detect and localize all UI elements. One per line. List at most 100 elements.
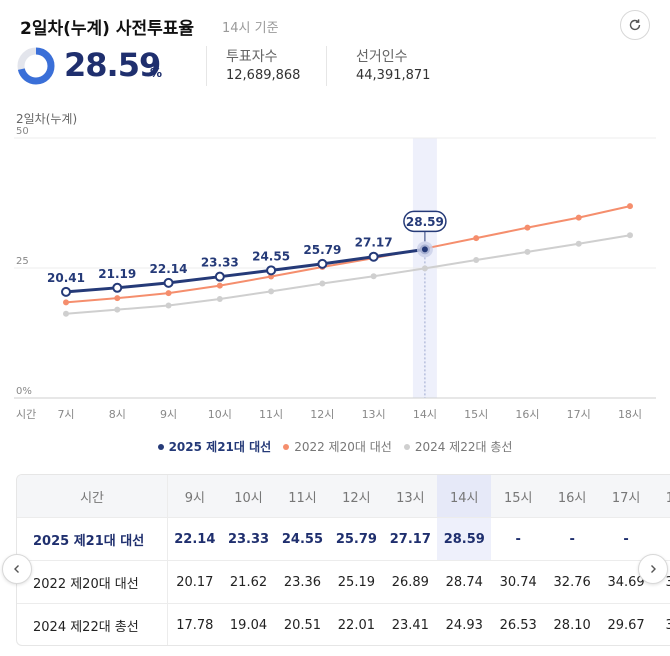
table-cell: 31.3 [653, 604, 670, 646]
data-label: 23.33 [201, 256, 239, 270]
data-point [63, 299, 69, 306]
x-tick-label: 11시 [259, 408, 283, 421]
table-cell: 27.17 [389, 531, 431, 547]
table-row: 2025 제21대 대선 22.14 23.33 24.55 25.79 27.17 28.… [17, 517, 670, 561]
x-tick-label: 14시 [413, 408, 437, 421]
table-column-header: 10시 [221, 475, 276, 518]
y-tick-label: 50 [16, 126, 29, 137]
x-tick-label: 13시 [362, 408, 386, 421]
x-axis-prefix: 시간 [16, 408, 36, 421]
tooltip-value: 28.59 [406, 215, 444, 229]
data-point [524, 248, 531, 255]
table-column-header: 18시 [653, 475, 670, 518]
header: 2일차(누계) 사전투표율 14시 기준 [16, 10, 654, 40]
data-point [114, 306, 121, 313]
table-column-header: 17시 [599, 475, 654, 518]
data-point [165, 302, 172, 309]
table-cell: 23.36 [283, 574, 322, 590]
votes-label: 투표자수 [226, 49, 278, 65]
data-label: 22.14 [150, 262, 188, 276]
table-cell: 23.33 [227, 531, 270, 547]
table-column-header: 12시 [329, 475, 384, 518]
data-point [627, 203, 633, 210]
data-point [319, 280, 326, 287]
x-tick-label: 15시 [464, 408, 488, 421]
data-point [473, 235, 480, 242]
chevron-right-icon [651, 565, 656, 573]
page-subtitle: 14시 기준 [222, 21, 279, 36]
legend-label: 2022 제20대 대선 [294, 440, 392, 454]
legend-item[interactable]: 2024 제22대 총선 [403, 438, 513, 455]
table-row-header: 2025 제21대 대선 [17, 517, 169, 561]
data-table: 시간9시10시11시12시13시14시15시16시17시18시 2025 제21… [16, 474, 670, 646]
table-cell: 25.19 [337, 574, 375, 590]
data-point [214, 271, 225, 282]
table-column-header: 11시 [275, 475, 330, 518]
chart-area: 2일차(누계) 0% 25 50 시간 7시 8시 9시 10시 11시 12시 13시 14시 15시… [0, 100, 670, 470]
chevron-left-icon [14, 565, 19, 573]
legend-item[interactable]: 2025 제21대 대선 [157, 438, 272, 455]
data-point [473, 257, 480, 264]
table-cell: 26.89 [391, 574, 429, 590]
table-corner-header: 시간 [17, 475, 169, 518]
table-cell: - [515, 531, 521, 547]
x-tick-label: 12시 [310, 408, 334, 421]
table-row-header: 2024 제22대 총선 [17, 603, 169, 645]
legend-swatch [283, 443, 290, 450]
data-label: 21.19 [98, 267, 136, 281]
table-cell: 21.62 [229, 574, 268, 590]
scroll-left-button[interactable] [2, 554, 32, 584]
table-column-header: 16시 [545, 475, 600, 518]
data-point [368, 251, 379, 262]
legend-label: 2024 제22대 총선 [414, 440, 513, 454]
legend-label: 2025 제21대 대선 [168, 440, 272, 454]
table-cell: 28.59 [437, 517, 492, 561]
table-cell: 22.14 [174, 531, 216, 547]
table-cell: 23.41 [391, 617, 429, 633]
scroll-right-button[interactable] [638, 554, 668, 584]
data-label: 27.17 [355, 236, 393, 250]
table-cell: 28.74 [445, 574, 483, 590]
table-row: 2022 제20대 대선 20.17 21.62 23.36 25.19 26.89 28.… [17, 560, 670, 604]
line-chart: 0% 25 50 시간 7시 8시 9시 10시 11시 12시 13시 14시 15시 16시 17시 18… [14, 126, 656, 421]
legend-swatch [403, 443, 410, 450]
table-cell: 19.04 [229, 617, 268, 633]
data-point [63, 310, 69, 317]
refresh-icon [629, 19, 641, 31]
data-point [61, 286, 71, 297]
table-cell: 25.79 [335, 531, 377, 547]
table-cell: 28.10 [553, 617, 591, 633]
rate-donut [17, 47, 55, 85]
data-point [165, 290, 172, 297]
table-column-header: 15시 [491, 475, 546, 518]
y-tick-label: 0% [16, 386, 32, 397]
x-tick-label: 8시 [109, 408, 126, 421]
data-label: 20.41 [47, 271, 85, 285]
x-tick-label: 18시 [618, 408, 642, 421]
table-cell: 34.69 [607, 574, 645, 590]
data-point [575, 240, 582, 247]
divider [326, 46, 327, 86]
table-cell: 22.01 [337, 617, 375, 633]
data-point [112, 282, 123, 293]
data-point [575, 214, 582, 221]
data-point [421, 265, 428, 272]
divider [206, 46, 207, 86]
table-column-header: 9시 [167, 475, 222, 518]
x-tick-label: 17시 [567, 408, 591, 421]
legend-item[interactable]: 2022 제20대 대선 [283, 438, 392, 455]
table-cell: 20.51 [283, 617, 322, 633]
table-cell: 30.74 [499, 574, 537, 590]
chart-legend: 2025 제21대 대선 2022 제20대 대선 2024 제22대 총선 [0, 438, 670, 456]
data-point [524, 224, 531, 231]
table-cell: - [569, 531, 575, 547]
electorate-label: 선거인수 [356, 49, 408, 65]
refresh-button[interactable] [620, 10, 650, 40]
series-line [65, 247, 426, 294]
data-point [266, 265, 277, 276]
table-row-header: 2022 제20대 대선 [17, 560, 169, 604]
table-cell: 32.76 [553, 574, 591, 590]
series-line [65, 234, 631, 315]
data-label: 25.79 [303, 243, 341, 257]
summary-stats: 28.59 % 투표자수 12,689,868 선거인수 44,391,871 [16, 44, 656, 90]
